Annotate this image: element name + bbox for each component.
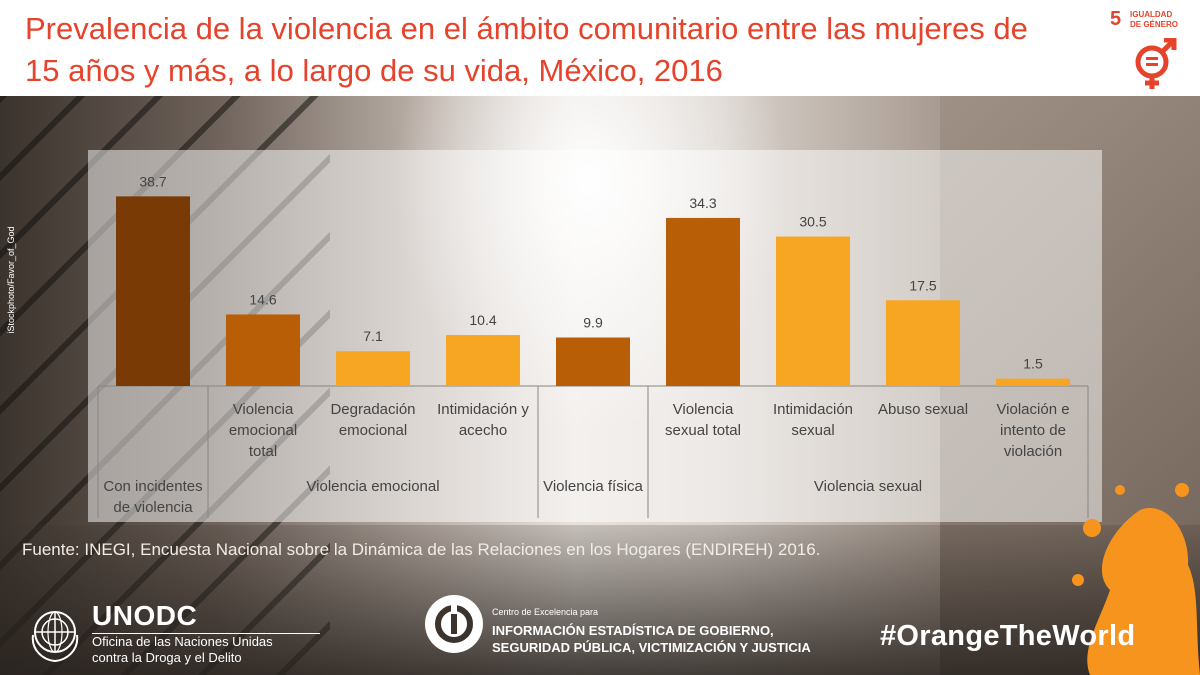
category-label-3-0: Intimidación y xyxy=(437,401,529,418)
category-label-5-1: sexual total xyxy=(665,422,741,439)
value-label-2: 7.1 xyxy=(363,328,383,344)
value-label-0: 38.7 xyxy=(139,173,166,189)
category-label-8-0: Violación e xyxy=(996,401,1069,418)
category-label-2-0: Degradación xyxy=(330,401,415,418)
photo-credit-text: iStockphoto/Favor_of_God xyxy=(6,226,16,334)
value-label-3: 10.4 xyxy=(469,312,496,328)
bar-2 xyxy=(336,351,410,386)
category-label-7-0: Abuso sexual xyxy=(878,401,968,418)
page-title: Prevalencia de la violencia en el ámbito… xyxy=(25,11,1028,88)
orange-paint-splash xyxy=(1072,483,1200,675)
background-floor xyxy=(0,525,1200,675)
header-bar: Prevalencia de la violencia en el ámbito… xyxy=(0,0,1200,96)
category-label-1-1: emocional xyxy=(229,422,297,439)
bar-chart: 38.7 14.6 Violencia emocional total 7.1 Degrad… xyxy=(97,173,1089,518)
source-note: Fuente: INEGI, Encuesta Nacional sobre l… xyxy=(22,540,821,559)
category-label-3-1: acecho xyxy=(459,422,507,439)
group-label-1-0: Violencia emocional xyxy=(306,478,439,495)
un-emblem-icon xyxy=(31,611,79,663)
category-label-5-0: Violencia xyxy=(673,401,734,418)
coe-small-text: Centro de Excelencia para xyxy=(492,607,599,617)
coe-name: INFORMACIÓN ESTADÍSTICA DE GOBIERNO, SEG… xyxy=(492,622,811,656)
category-label-6-0: Intimidación xyxy=(773,401,853,418)
value-label-1: 14.6 xyxy=(249,291,276,307)
bar-4 xyxy=(556,337,630,386)
bar-7 xyxy=(886,300,960,386)
sdg-label-line1: IGUALDAD xyxy=(1130,10,1173,19)
group-label-0-0: Con incidentes xyxy=(103,478,202,495)
unodc-divider xyxy=(92,633,320,634)
hashtag: #OrangeTheWorld xyxy=(880,620,1136,652)
group-label-0-1: de violencia xyxy=(113,499,193,516)
coe-line1: INFORMACIÓN ESTADÍSTICA DE GOBIERNO, xyxy=(492,623,774,638)
category-label-8-2: violación xyxy=(1004,443,1062,460)
sdg-number: 5 xyxy=(1110,8,1122,30)
sdg-label: IGUALDAD DE GÉNERO xyxy=(1130,10,1178,30)
value-label-8: 1.5 xyxy=(1023,356,1043,372)
bar-8 xyxy=(996,378,1070,386)
bar-6 xyxy=(776,236,850,386)
coe-logo-icon xyxy=(425,595,483,653)
bar-1 xyxy=(226,314,300,386)
unodc-name: UNODC xyxy=(92,600,198,631)
value-label-6: 30.5 xyxy=(799,214,826,230)
value-label-5: 34.3 xyxy=(689,195,716,211)
unodc-sub-line1: Oficina de las Naciones Unidas xyxy=(92,634,273,649)
coe-line2: SEGURIDAD PÚBLICA, VICTIMIZACIÓN Y JUSTI… xyxy=(492,640,811,655)
category-label-8-1: intento de xyxy=(1000,422,1066,439)
sdg-label-line2: DE GÉNERO xyxy=(1130,20,1179,29)
category-label-2-1: emocional xyxy=(339,422,407,439)
gender-equality-icon xyxy=(1135,38,1177,89)
category-label-6-1: sexual xyxy=(791,422,834,439)
bar-5 xyxy=(666,217,740,386)
value-label-7: 17.5 xyxy=(909,277,936,293)
bar-3 xyxy=(446,335,520,386)
value-label-4: 9.9 xyxy=(583,314,603,330)
category-label-1-2: total xyxy=(249,443,277,460)
category-label-1-0: Violencia xyxy=(233,401,294,418)
photo-credit: iStockphoto/Favor_of_God xyxy=(4,200,18,360)
group-label-3-0: Violencia sexual xyxy=(814,478,922,495)
unodc-subtitle: Oficina de las Naciones Unidas contra la… xyxy=(92,634,273,666)
group-label-2-0: Violencia física xyxy=(543,478,643,495)
unodc-sub-line2: contra la Droga y el Delito xyxy=(92,650,242,665)
bar-0 xyxy=(116,196,190,386)
sdg-badge: 5 IGUALDAD DE GÉNERO xyxy=(1108,2,1196,92)
